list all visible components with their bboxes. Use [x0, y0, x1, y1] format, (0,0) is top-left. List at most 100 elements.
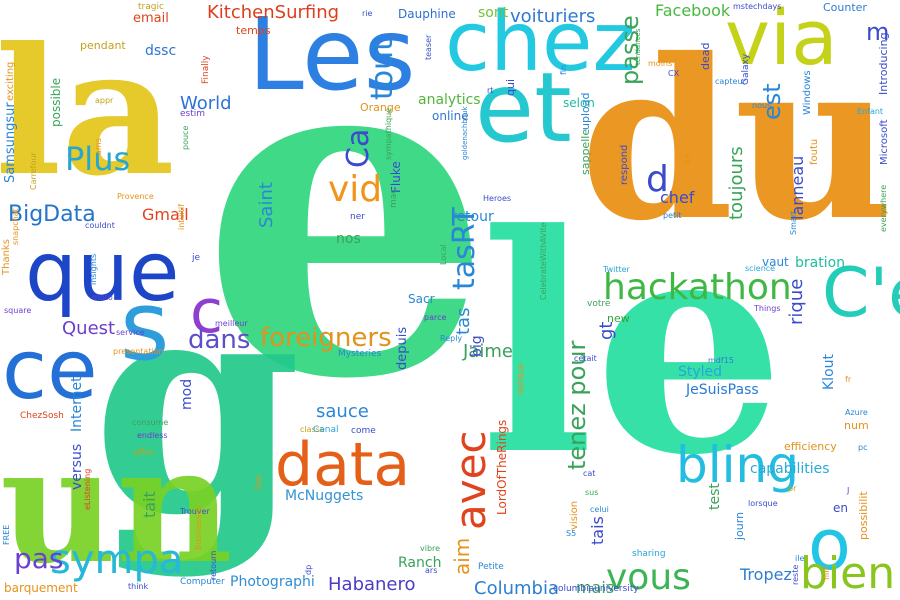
word-cloud-word: pc	[858, 443, 868, 452]
word-cloud-word: la	[0, 10, 175, 215]
word-cloud-word: tragic	[138, 2, 164, 12]
word-cloud-word: Mysteries	[338, 349, 382, 359]
word-cloud-word: Jaime	[463, 341, 513, 362]
word-cloud-word: Columbia	[474, 578, 559, 599]
word-cloud-word: vous	[606, 557, 691, 598]
word-cloud-word: moto	[92, 293, 113, 302]
word-cloud-word: possibilit	[857, 491, 870, 540]
word-cloud-word: chez	[445, 0, 636, 90]
word-cloud-word: de	[683, 153, 693, 165]
word-cloud-word: Samsungsur	[3, 102, 18, 183]
word-cloud-word: Ca	[341, 128, 376, 168]
word-cloud-word: tout	[365, 39, 400, 100]
word-cloud-word: Businesses	[194, 505, 203, 550]
word-cloud-word: Gmail	[142, 205, 189, 224]
word-cloud-word: ile	[795, 554, 805, 563]
word-cloud-word: C'est	[822, 254, 900, 333]
word-cloud-word: foreigners	[260, 323, 392, 353]
word-cloud-word: BigData	[8, 202, 96, 227]
word-cloud-word: retourn	[209, 550, 218, 580]
word-cloud-word: big	[469, 335, 485, 357]
word-cloud-word: square	[4, 306, 32, 315]
word-cloud-word: g	[92, 228, 302, 581]
word-cloud-word: versus	[69, 443, 85, 490]
word-cloud-word: LordOfTheRings	[495, 419, 509, 515]
word-cloud-word: temps	[236, 24, 271, 37]
word-cloud-word: Counter	[823, 1, 867, 14]
word-cloud-word: classe	[300, 425, 325, 434]
word-cloud-word: dans	[188, 325, 251, 355]
word-cloud-word: Windows	[802, 70, 813, 115]
word-cloud-word: mac	[389, 188, 399, 208]
word-cloud-word: retour	[451, 209, 494, 225]
word-cloud-word: nos	[336, 231, 361, 247]
word-cloud-word: mod	[179, 378, 195, 410]
word-cloud-word: mstechdays	[733, 2, 782, 11]
word-cloud-word: tendances	[634, 28, 642, 65]
word-cloud-word: vaut	[762, 255, 789, 269]
word-cloud-word: Microsoft	[879, 119, 890, 165]
word-cloud-word: come	[351, 426, 376, 436]
word-cloud-word: Tropez	[740, 565, 792, 584]
word-cloud-word: test	[707, 483, 723, 510]
word-cloud-word: dp	[304, 564, 313, 575]
word-cloud-word: CX	[668, 69, 680, 78]
word-cloud-word: Plus	[65, 140, 131, 178]
word-cloud-word: JeSuisPass	[686, 382, 759, 398]
word-cloud-word: capabilities	[750, 461, 830, 477]
word-cloud-word: Les	[248, 0, 416, 113]
word-cloud-word: vibre	[420, 544, 441, 553]
word-cloud-word: Petite	[478, 562, 504, 572]
word-cloud-word: Carrefour	[29, 152, 38, 190]
word-cloud-word: bling	[676, 436, 799, 494]
word-cloud-word: dead	[699, 42, 712, 70]
word-cloud-word: journ	[733, 511, 746, 540]
word-cloud-word: sauce	[316, 401, 369, 422]
word-cloud-word: ce	[2, 323, 98, 418]
word-cloud-word: num	[844, 419, 869, 432]
word-cloud-word: et	[475, 52, 572, 164]
word-cloud-word: meilleur	[215, 319, 248, 328]
word-cloud-word: new	[607, 312, 630, 325]
word-cloud-word: votre	[587, 299, 611, 309]
word-cloud-word: rique	[786, 278, 807, 325]
word-cloud-word: Finally	[201, 55, 211, 84]
word-cloud-word: online	[432, 109, 469, 123]
word-cloud-word: depuis	[395, 326, 410, 370]
word-cloud-word: email	[133, 11, 169, 26]
word-cloud-word: Dauphine	[398, 7, 456, 21]
word-cloud-word: nous	[752, 101, 772, 110]
word-cloud-word: pendant	[80, 39, 126, 52]
word-cloud-word: lorsque	[748, 499, 778, 508]
word-cloud-word: je	[192, 253, 201, 263]
word-cloud-word: bien	[800, 548, 896, 599]
word-cloud-word: d	[646, 159, 669, 200]
word-cloud-word: parce	[424, 313, 447, 322]
word-cloud-word: mais	[576, 578, 615, 597]
word-cloud-word: e	[200, 0, 493, 480]
word-cloud-word: S5	[566, 529, 577, 538]
word-cloud-word: tais	[588, 516, 607, 545]
word-cloud-word: FREE	[2, 524, 11, 545]
word-cloud-word: everywhere	[879, 184, 888, 232]
word-cloud-word: Quest	[62, 318, 116, 339]
word-cloud-word: Photographi	[230, 574, 315, 590]
word-cloud-word: teaser	[424, 34, 433, 60]
word-cloud-word: rt	[487, 86, 494, 95]
word-cloud-word: qui	[504, 78, 517, 96]
word-cloud-word: sus	[585, 488, 599, 497]
word-cloud-word: pr	[788, 484, 797, 493]
word-cloud-word: upload	[579, 92, 592, 130]
word-cloud-word: selon	[563, 96, 595, 110]
word-cloud-word: analytics	[418, 92, 481, 108]
word-cloud-word: Internet	[69, 376, 85, 432]
word-cloud-word: respond	[619, 144, 630, 185]
word-cloud-word: ams	[94, 138, 103, 155]
word-cloud-word: hackathon	[603, 267, 792, 308]
word-cloud-word: film	[822, 564, 831, 580]
word-cloud-word: lastique	[516, 363, 525, 395]
word-cloud-word: petit	[663, 211, 682, 220]
word-cloud-word: consume	[132, 418, 169, 427]
word-cloud-word: fr	[845, 375, 852, 384]
word-cloud-word: Galaxy	[741, 53, 751, 85]
